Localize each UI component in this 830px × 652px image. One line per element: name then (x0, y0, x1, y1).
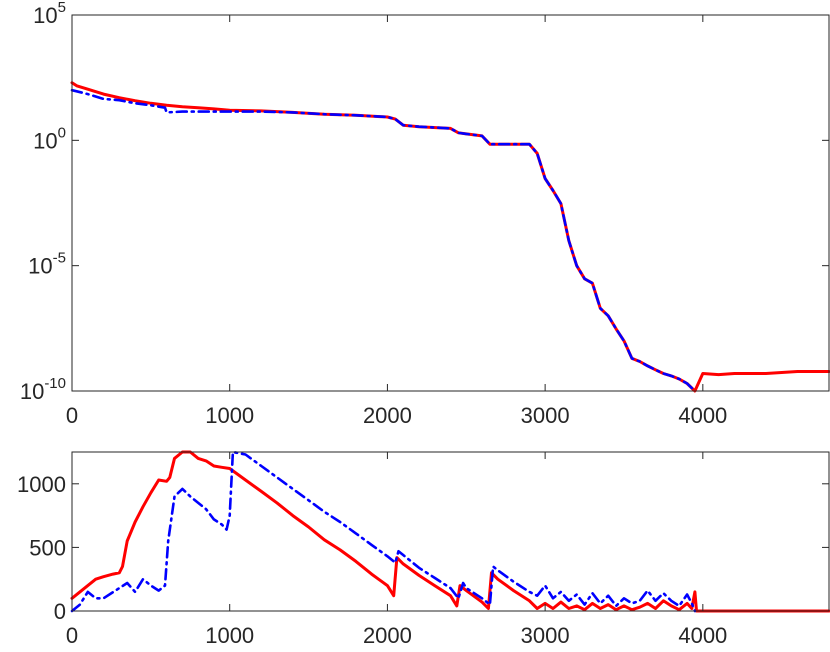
top-x-tick-label: 1000 (205, 403, 254, 428)
top-y-tick-label: 10-5 (28, 250, 66, 279)
bottom-y-tick-label: 500 (29, 535, 66, 560)
top-x-tick-label: 2000 (363, 403, 412, 428)
top-y-tick-label: 10-10 (20, 375, 66, 404)
bottom-series-blue-dashdot-line (70, 450, 697, 613)
bottom-chart-panel: 0 1000 2000 3000 4000 0 500 1000 (17, 450, 830, 648)
bottom-x-tick-label: 3000 (521, 623, 570, 648)
top-x-tick-label: 4000 (678, 403, 727, 428)
bottom-x-tick-label: 0 (66, 623, 78, 648)
top-y-tick-label: 105 (33, 0, 66, 28)
bottom-y-tick-label: 0 (54, 599, 66, 624)
bottom-axes-box (71, 451, 830, 612)
top-series-blue-dashdot-line (70, 88, 697, 393)
bottom-x-tick-label: 2000 (363, 623, 412, 648)
top-y-tick-label: 100 (33, 124, 66, 153)
top-x-tick-label: 3000 (521, 403, 570, 428)
bottom-x-tick-label: 1000 (205, 623, 254, 648)
top-x-tick-label: 0 (66, 403, 78, 428)
bottom-y-tick-label: 1000 (17, 472, 66, 497)
bottom-series-red-solid-line (70, 450, 830, 613)
top-chart-panel: 0 1000 2000 3000 4000 10-10 10-5 100 105 (20, 0, 830, 428)
bottom-x-tick-label: 4000 (678, 623, 727, 648)
top-series-red-solid-line (70, 81, 830, 393)
top-axes-box (71, 14, 830, 392)
